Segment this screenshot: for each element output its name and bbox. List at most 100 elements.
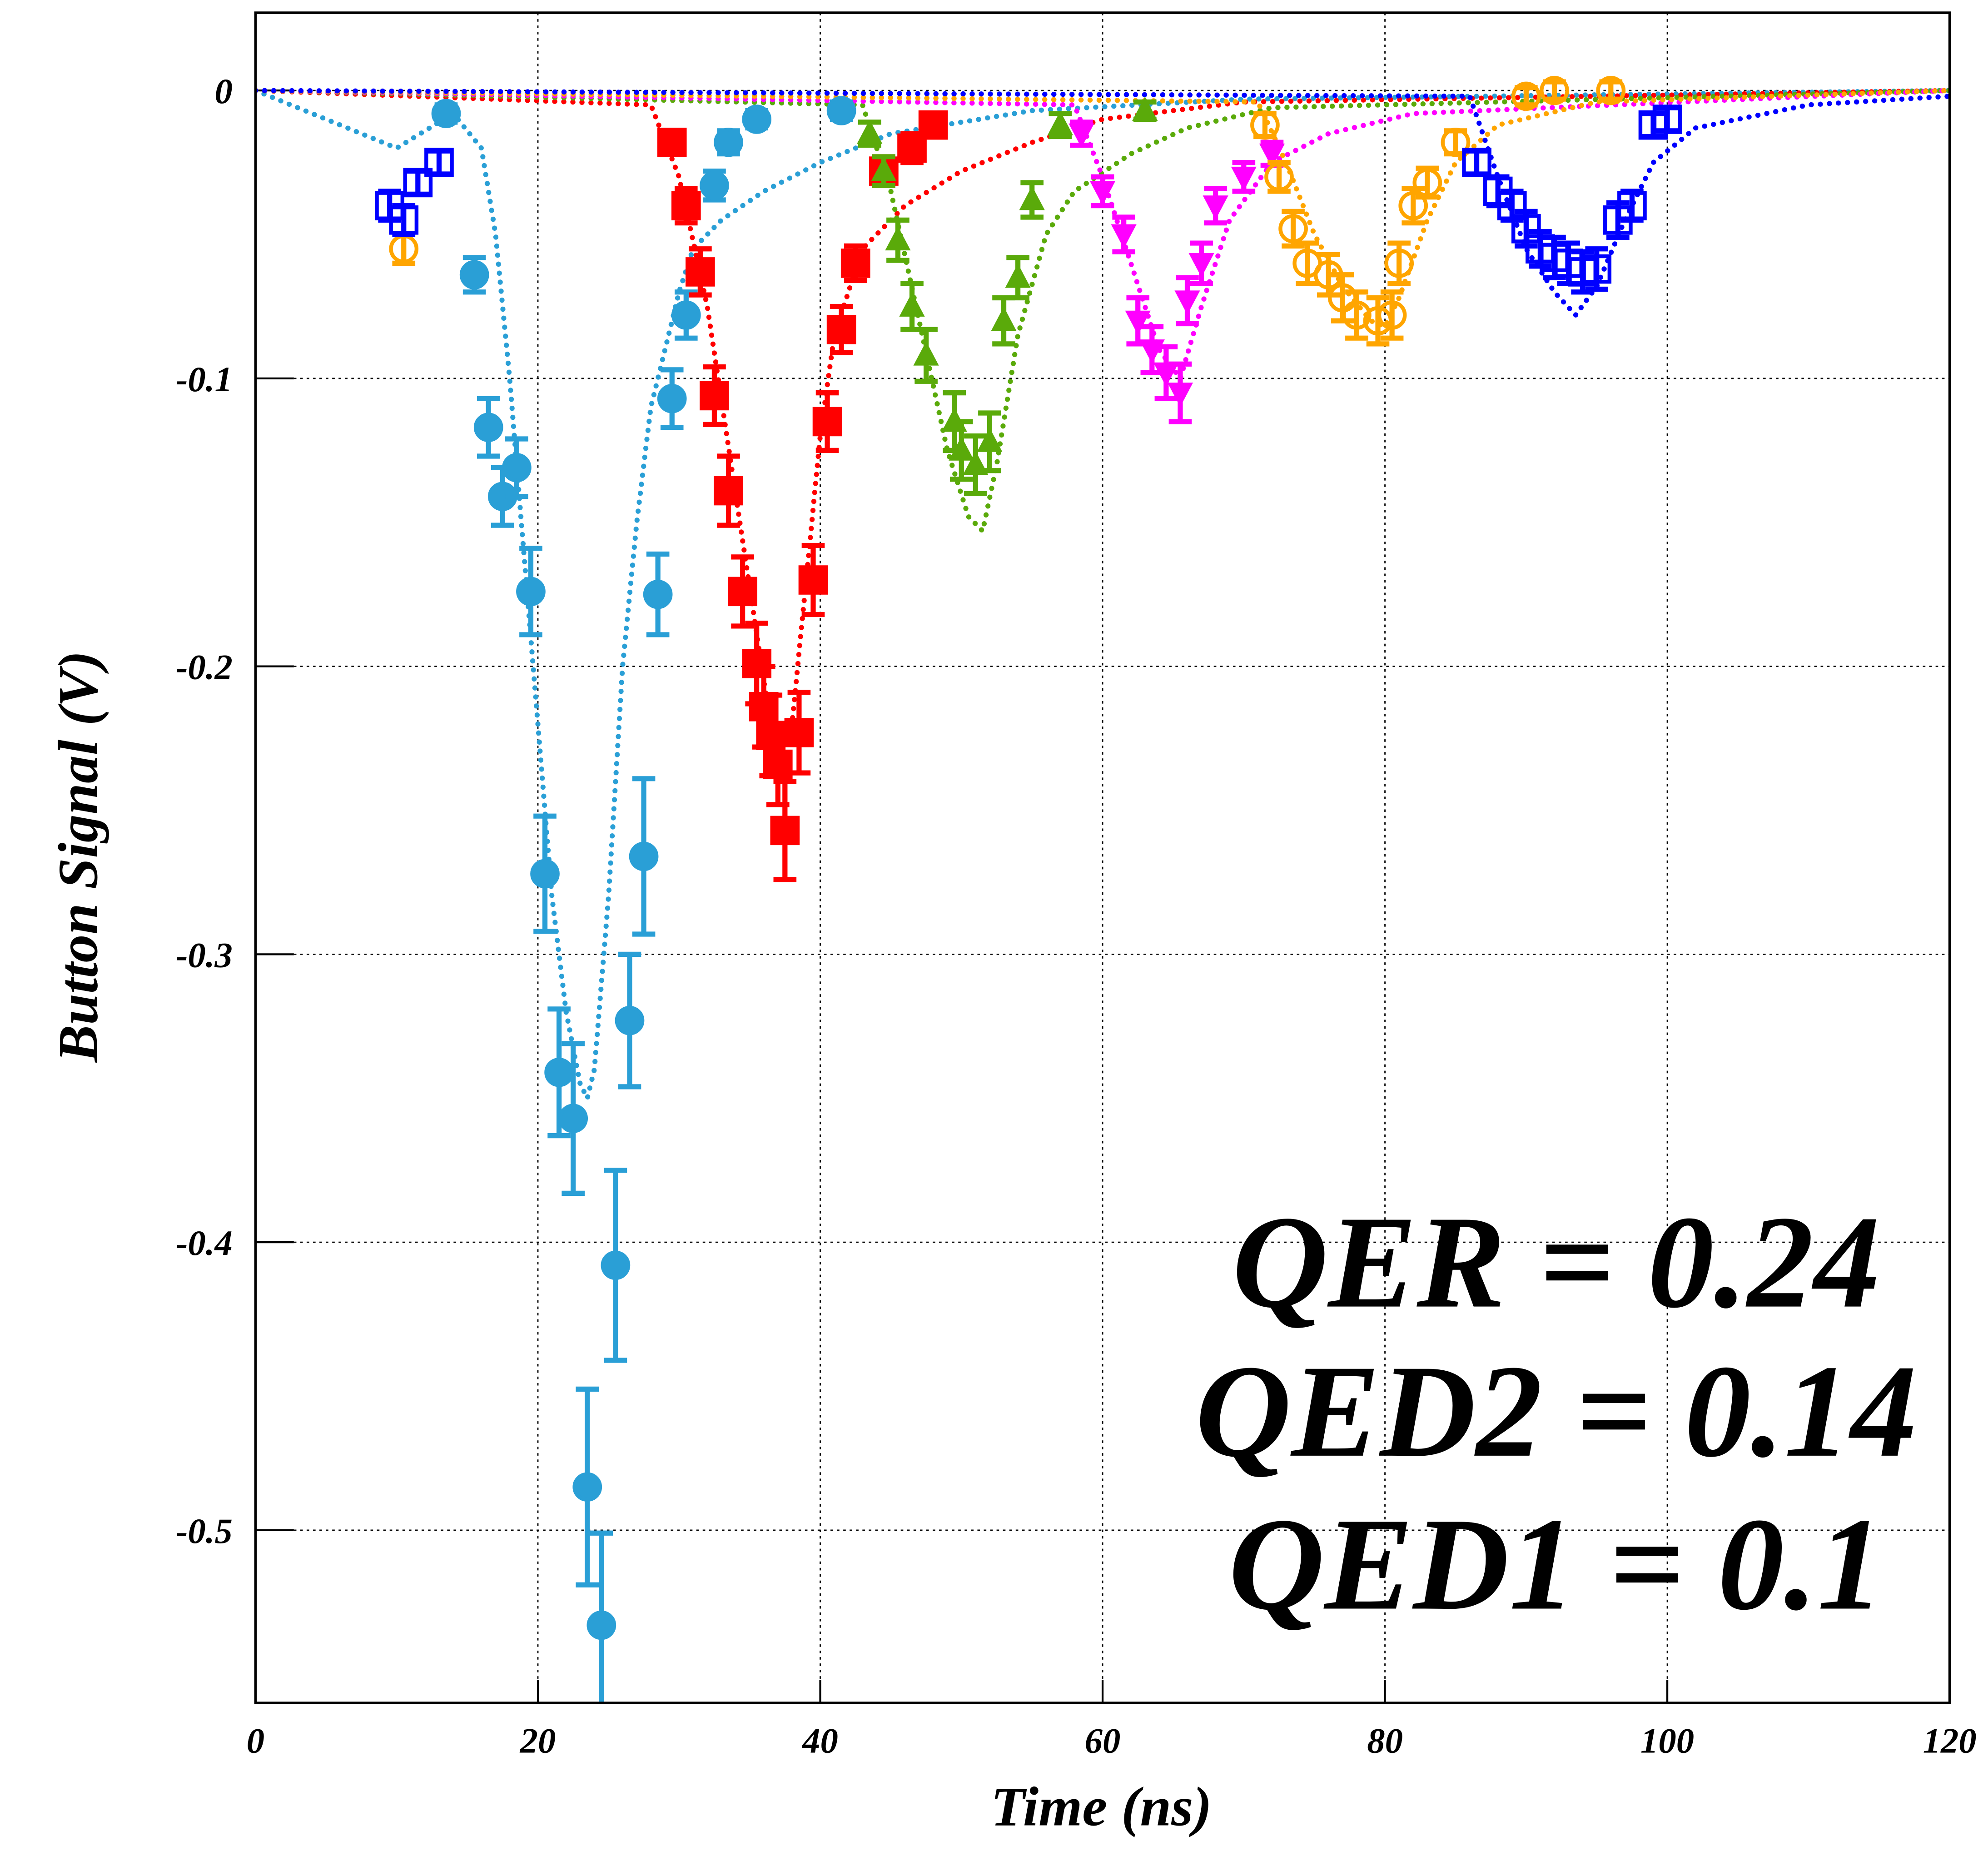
- error-bar: [1345, 289, 1368, 341]
- marker: [1278, 214, 1308, 244]
- marker: [1441, 127, 1471, 157]
- marker: [516, 577, 546, 607]
- marker: [572, 1472, 602, 1502]
- marker: [1596, 75, 1626, 105]
- x-tick-label: 20: [520, 1722, 556, 1761]
- marker: [502, 453, 532, 483]
- marker: [714, 127, 743, 157]
- marker: [977, 428, 1003, 452]
- x-tick-label: 0: [247, 1722, 264, 1761]
- error-bar: [1380, 289, 1404, 341]
- fit-curve: [255, 88, 1950, 384]
- marker: [615, 1005, 645, 1035]
- marker: [885, 226, 911, 251]
- y-tick-label: -0.3: [176, 936, 233, 975]
- marker: [544, 1057, 574, 1087]
- marker: [798, 565, 828, 595]
- y-tick-label: -0.1: [176, 360, 233, 399]
- marker: [1174, 290, 1200, 315]
- marker: [1511, 81, 1541, 111]
- marker: [1412, 168, 1442, 198]
- marker: [700, 171, 729, 200]
- marker: [857, 119, 883, 144]
- x-tick-label: 100: [1640, 1722, 1694, 1761]
- marker: [1005, 264, 1031, 288]
- plot-area: [255, 75, 1950, 1703]
- marker: [1019, 186, 1045, 210]
- x-axis-title: Time (ns): [991, 1776, 1212, 1838]
- y-axis-title: Button Signal (V): [47, 651, 109, 1063]
- marker: [558, 1104, 588, 1133]
- marker: [1153, 362, 1179, 387]
- marker: [913, 341, 939, 366]
- marker: [1377, 300, 1407, 330]
- marker: [1617, 191, 1647, 220]
- marker: [1540, 75, 1569, 105]
- marker: [671, 300, 701, 330]
- annotation: QED1 = 0.1: [1228, 1491, 1884, 1638]
- marker: [714, 476, 743, 506]
- marker: [629, 841, 659, 871]
- marker: [1259, 144, 1285, 168]
- marker: [770, 816, 800, 846]
- marker: [1462, 148, 1491, 177]
- annotation: QED2 = 0.14: [1195, 1338, 1917, 1485]
- marker: [657, 127, 687, 157]
- error-bar: [1366, 295, 1390, 347]
- x-tick-label: 80: [1367, 1722, 1403, 1761]
- marker: [826, 314, 856, 344]
- x-tick-label: 40: [801, 1722, 838, 1761]
- marker: [784, 718, 814, 747]
- fit-curve: [255, 88, 1950, 768]
- marker: [871, 157, 897, 182]
- marker: [1384, 249, 1414, 278]
- marker: [403, 168, 433, 198]
- x-tick-label: 120: [1923, 1722, 1977, 1761]
- x-tick-label: 60: [1085, 1722, 1121, 1761]
- marker: [1047, 111, 1073, 135]
- marker: [918, 110, 948, 140]
- marker: [763, 749, 793, 779]
- marker: [389, 205, 419, 235]
- marker: [949, 436, 974, 461]
- marker: [1089, 181, 1116, 205]
- fit-curve: [255, 88, 1950, 1106]
- marker: [812, 407, 842, 437]
- fit-curve: [255, 88, 1950, 319]
- marker: [826, 96, 856, 125]
- marker: [686, 257, 715, 287]
- marker: [899, 292, 925, 317]
- y-tick-label: -0.2: [176, 648, 233, 687]
- annotation: QER = 0.24: [1232, 1189, 1880, 1336]
- y-tick-label: -0.5: [176, 1512, 233, 1551]
- marker: [1111, 224, 1137, 249]
- marker: [459, 260, 489, 290]
- marker: [1398, 191, 1428, 220]
- marker: [643, 579, 673, 609]
- plot-frame: [254, 11, 1951, 1704]
- marker: [1264, 162, 1294, 192]
- marker: [1125, 310, 1151, 335]
- y-tick-label: 0: [214, 72, 232, 111]
- marker: [700, 381, 729, 411]
- marker: [840, 249, 870, 278]
- marker: [1167, 383, 1193, 407]
- marker: [1203, 195, 1228, 220]
- marker: [473, 413, 503, 442]
- marker: [1231, 166, 1257, 191]
- marker: [1342, 300, 1372, 330]
- marker: [424, 148, 454, 177]
- marker: [601, 1250, 631, 1280]
- marker: [1250, 110, 1280, 140]
- marker: [1069, 123, 1094, 148]
- y-tick-label: -0.4: [176, 1224, 233, 1263]
- marker: [586, 1610, 616, 1640]
- marker: [1132, 96, 1158, 121]
- marker: [991, 307, 1017, 331]
- marker: [671, 191, 701, 220]
- marker: [742, 104, 772, 134]
- marker: [1582, 254, 1612, 284]
